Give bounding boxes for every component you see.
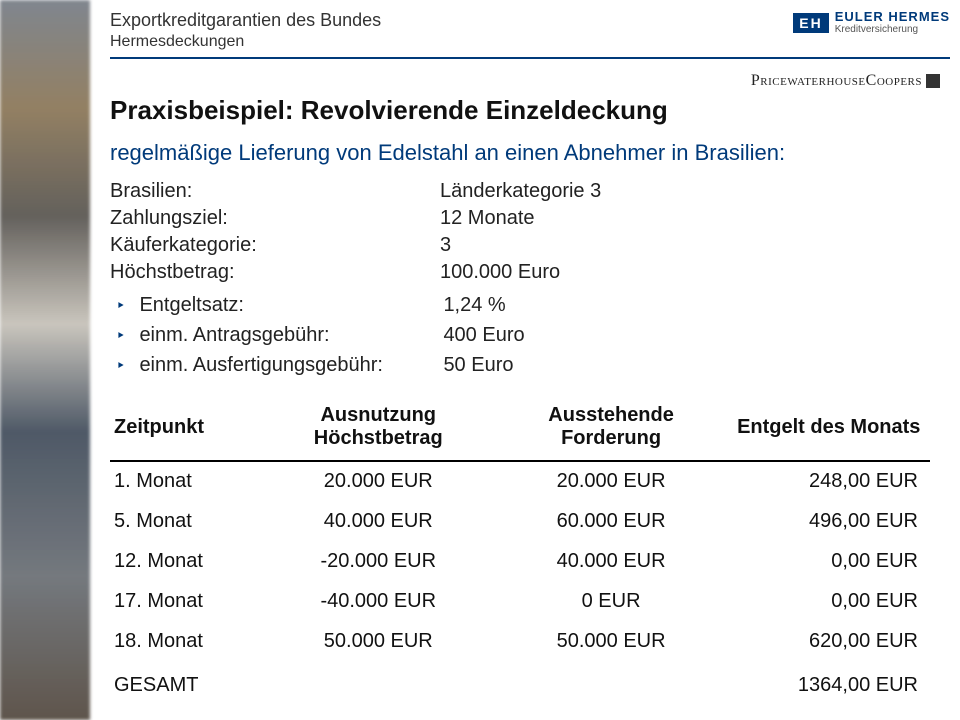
table-row: 1. Monat20.000 EUR20.000 EUR248,00 EUR <box>110 461 930 502</box>
table-row: 17. Monat-40.000 EUR0 EUR0,00 EUR <box>110 582 930 622</box>
page-title: Praxisbeispiel: Revolvierende Einzeldeck… <box>110 95 930 126</box>
eh-name: EULER HERMES <box>835 10 950 24</box>
param-row: Höchstbetrag:100.000 Euro <box>110 261 930 284</box>
header-line2: Hermesdeckungen <box>110 33 381 51</box>
table-row: 5. Monat40.000 EUR60.000 EUR496,00 EUR <box>110 502 930 542</box>
fees-group: Entgeltsatz:1,24 % einm. Antragsgebühr:4… <box>110 294 930 380</box>
table-row: GESAMT1364,00 EUR <box>110 662 930 706</box>
table-row: 18. Monat50.000 EUR50.000 EUR620,00 EUR <box>110 622 930 662</box>
header-rule <box>110 57 950 59</box>
fee-row: Entgeltsatz:1,24 % <box>110 294 930 320</box>
param-row: Brasilien:Länderkategorie 3 <box>110 180 930 203</box>
param-row: Zahlungsziel:12 Monate <box>110 207 930 230</box>
table-row: 12. Monat-20.000 EUR40.000 EUR0,00 EUR <box>110 542 930 582</box>
pwc-logo: PricewaterhouseCoopers <box>751 72 940 90</box>
col-ausnutzung: Ausnutzung Höchstbetrag <box>262 398 495 461</box>
fee-row: einm. Antragsgebühr:400 Euro <box>110 324 930 350</box>
euler-hermes-logo: EH EULER HERMES Kreditversicherung <box>793 10 950 35</box>
header-line1: Exportkreditgarantien des Bundes <box>110 10 381 31</box>
eh-mark: EH <box>793 13 828 33</box>
eh-sub: Kreditversicherung <box>835 24 950 35</box>
schedule-table: Zeitpunkt Ausnutzung Höchstbetrag Ausste… <box>110 398 930 706</box>
col-entgelt: Entgelt des Monats <box>728 398 931 461</box>
param-row: Käuferkategorie:3 <box>110 234 930 257</box>
col-ausstehende: Ausstehende Forderung <box>495 398 728 461</box>
col-zeitpunkt: Zeitpunkt <box>110 398 262 461</box>
param-group: Brasilien:Länderkategorie 3 Zahlungsziel… <box>110 180 930 284</box>
fee-row: einm. Ausfertigungsgebühr:50 Euro <box>110 354 930 380</box>
subtitle: regelmäßige Lieferung von Edelstahl an e… <box>110 140 930 166</box>
